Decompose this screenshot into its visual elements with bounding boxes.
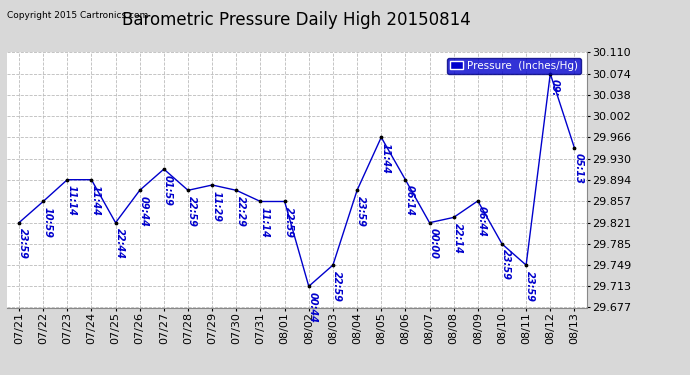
Text: 23:59: 23:59 bbox=[525, 271, 535, 302]
Text: 22:59: 22:59 bbox=[332, 271, 342, 302]
Text: 11:14: 11:14 bbox=[259, 207, 270, 238]
Text: 01:59: 01:59 bbox=[163, 175, 173, 206]
Text: Barometric Pressure Daily High 20150814: Barometric Pressure Daily High 20150814 bbox=[122, 11, 471, 29]
Text: 22:14: 22:14 bbox=[453, 223, 463, 254]
Text: Copyright 2015 Cartronics.com: Copyright 2015 Cartronics.com bbox=[7, 11, 148, 20]
Text: 22:44: 22:44 bbox=[115, 228, 125, 259]
Text: 05:13: 05:13 bbox=[573, 153, 584, 184]
Text: 06:44: 06:44 bbox=[477, 207, 487, 237]
Text: 00:44: 00:44 bbox=[308, 292, 318, 323]
Text: 10:59: 10:59 bbox=[42, 207, 52, 238]
Text: 09:44: 09:44 bbox=[139, 196, 149, 227]
Text: 23:59: 23:59 bbox=[18, 228, 28, 259]
Text: 00:00: 00:00 bbox=[428, 228, 439, 259]
Text: 09:: 09: bbox=[549, 79, 560, 97]
Text: 11:44: 11:44 bbox=[380, 143, 391, 174]
Text: 11:29: 11:29 bbox=[211, 190, 221, 221]
Text: 22:59: 22:59 bbox=[187, 196, 197, 227]
Text: 11:44: 11:44 bbox=[90, 185, 101, 216]
Text: 11:14: 11:14 bbox=[66, 185, 77, 216]
Text: 22:29: 22:29 bbox=[235, 196, 246, 227]
Legend: Pressure  (Inches/Hg): Pressure (Inches/Hg) bbox=[447, 58, 581, 74]
Text: 23:59: 23:59 bbox=[356, 196, 366, 227]
Text: 23:59: 23:59 bbox=[501, 249, 511, 280]
Text: 06:14: 06:14 bbox=[404, 185, 415, 216]
Text: 22:59: 22:59 bbox=[284, 207, 294, 238]
